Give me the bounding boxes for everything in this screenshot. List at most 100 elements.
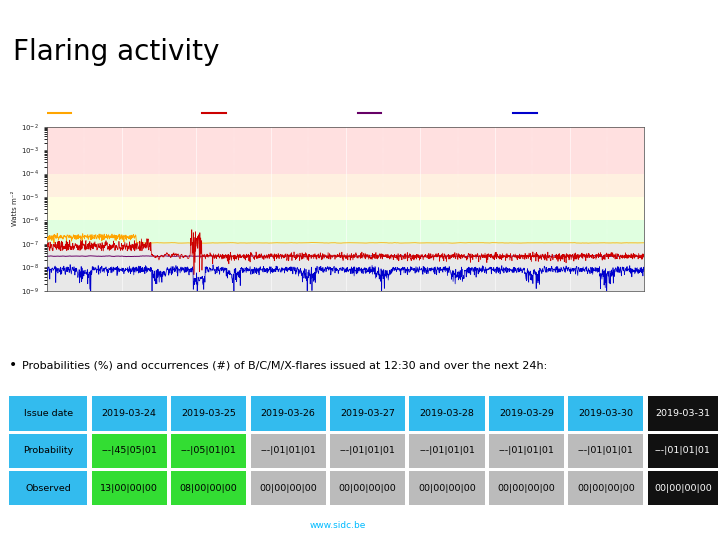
Text: 00: 00 [603,293,611,299]
Text: 00: 00 [230,293,238,299]
Text: begin time: 2019-03-24 12:00:00 UTC: begin time: 2019-03-24 12:00:00 UTC [279,319,412,325]
Text: 12: 12 [342,293,349,299]
Text: 2019-03-31: 2019-03-31 [655,409,711,418]
FancyBboxPatch shape [568,471,644,505]
FancyBboxPatch shape [9,434,87,468]
FancyBboxPatch shape [330,396,405,430]
Text: Mar 28: Mar 28 [369,306,396,315]
Text: 2019-03-25: 2019-03-25 [181,409,236,418]
Text: 12: 12 [416,293,424,299]
FancyBboxPatch shape [91,434,167,468]
Text: Mar 27: Mar 27 [295,306,322,315]
FancyBboxPatch shape [489,471,564,505]
Text: 12: 12 [192,293,200,299]
Text: Mar 26: Mar 26 [220,306,247,315]
Text: Probabilities (%) and occurrences (#) of B/C/M/X-flares issued at 12:30 and over: Probabilities (%) and occurrences (#) of… [22,361,547,370]
FancyBboxPatch shape [410,396,485,430]
FancyBboxPatch shape [171,434,246,468]
Text: •: • [9,359,17,373]
FancyBboxPatch shape [568,434,644,468]
FancyBboxPatch shape [9,471,87,505]
Text: 12: 12 [267,293,275,299]
FancyBboxPatch shape [91,396,167,430]
FancyBboxPatch shape [648,471,718,505]
Text: M: M [660,176,667,185]
Text: Issue date: Issue date [24,409,73,418]
Text: 00|00|00|00: 00|00|00|00 [577,484,635,492]
FancyBboxPatch shape [171,471,246,505]
FancyBboxPatch shape [410,471,485,505]
FancyBboxPatch shape [648,396,718,430]
Text: ---|01|01|01: ---|01|01|01 [578,447,634,455]
Text: Space Weather Briefing – Solar Influences Data analysis Centre: Space Weather Briefing – Solar Influence… [15,521,302,530]
Text: Mar 25: Mar 25 [145,306,172,315]
Text: ---|01|01|01: ---|01|01|01 [655,447,711,455]
Text: Mar 24: Mar 24 [71,306,97,315]
Text: 12: 12 [117,293,125,299]
Text: 12: 12 [641,293,648,299]
Text: 2019-03-26: 2019-03-26 [261,409,315,418]
Bar [47,220,644,244]
Bar [47,244,644,291]
Text: 00|00|00|00: 00|00|00|00 [259,484,317,492]
FancyBboxPatch shape [330,434,405,468]
Text: 00: 00 [528,293,536,299]
FancyBboxPatch shape [9,396,87,430]
FancyBboxPatch shape [648,434,718,468]
FancyBboxPatch shape [330,471,405,505]
FancyBboxPatch shape [251,471,325,505]
Text: 12: 12 [566,293,574,299]
FancyBboxPatch shape [91,471,167,505]
Bar [47,127,644,173]
Text: 00|00|00|00: 00|00|00|00 [418,484,476,492]
Text: 08|00|00|00: 08|00|00|00 [180,484,238,492]
Text: 2019-03-30: 2019-03-30 [578,409,634,418]
FancyBboxPatch shape [568,396,644,430]
Text: 2019-03-28: 2019-03-28 [420,409,474,418]
Text: ---|05|01|01: ---|05|01|01 [181,447,237,455]
FancyBboxPatch shape [489,396,564,430]
Text: Mar 30: Mar 30 [519,306,546,315]
Text: Flaring activity: Flaring activity [13,37,220,65]
Text: 00: 00 [379,293,387,299]
Text: 00|00|00|00: 00|00|00|00 [654,484,711,492]
Text: B: B [660,223,667,232]
Text: Mar 31: Mar 31 [594,306,621,315]
Text: GOES-14 X-ray (0.5-4.0 Å): GOES-14 X-ray (0.5-4.0 Å) [387,109,482,118]
Text: 2019-03-29: 2019-03-29 [499,409,554,418]
Text: GOES-14 X-ray (1.0-8.0 Å): GOES-14 X-ray (1.0-8.0 Å) [77,109,171,118]
Text: ---|01|01|01: ---|01|01|01 [340,447,395,455]
Text: A: A [660,246,667,255]
Text: 00|00|00|00: 00|00|00|00 [498,484,555,492]
Text: Probability: Probability [23,447,73,455]
Bar [47,173,644,197]
Text: 00: 00 [155,293,163,299]
Text: 12: 12 [43,293,50,299]
Text: 2019-03-27: 2019-03-27 [340,409,395,418]
FancyBboxPatch shape [251,396,325,430]
FancyBboxPatch shape [410,434,485,468]
Text: ---|01|01|01: ---|01|01|01 [419,447,475,455]
FancyBboxPatch shape [489,434,564,468]
Text: C: C [660,200,667,208]
Text: ---|45|05|01: ---|45|05|01 [102,447,157,455]
Text: 00: 00 [305,293,312,299]
Text: 00: 00 [454,293,462,299]
Text: GOES-15 X-ray (1.0-8.0 Å): GOES-15 X-ray (1.0-8.0 Å) [232,109,326,118]
Text: ---|01|01|01: ---|01|01|01 [260,447,316,455]
Text: 2019-03-24: 2019-03-24 [102,409,157,418]
Text: Mar 29: Mar 29 [444,306,471,315]
Text: 00|00|00|00: 00|00|00|00 [338,484,397,492]
Text: 13|00|00|00: 13|00|00|00 [100,484,158,492]
Text: ---|01|01|01: ---|01|01|01 [498,447,554,455]
Text: X: X [660,153,667,161]
Text: www.sidc.be: www.sidc.be [310,521,366,530]
Y-axis label: Watts m⁻²: Watts m⁻² [12,191,19,226]
FancyBboxPatch shape [251,434,325,468]
Text: Observed: Observed [25,484,71,492]
Text: 00: 00 [80,293,88,299]
Bar [47,197,644,220]
Text: GOES-15 X-ray (0.5-4.0 Å): GOES-15 X-ray (0.5-4.0 Å) [543,109,637,118]
FancyBboxPatch shape [171,396,246,430]
Text: 12: 12 [491,293,499,299]
